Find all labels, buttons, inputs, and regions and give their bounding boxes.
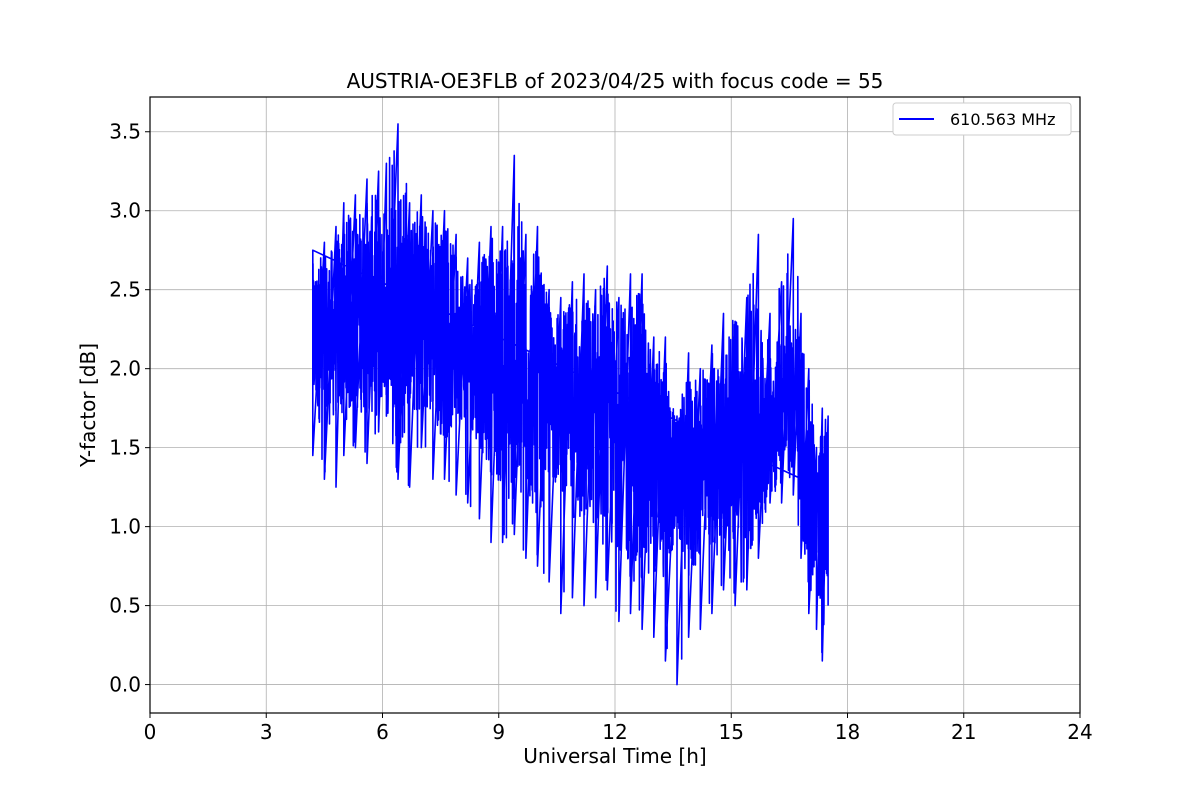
- y-axis-label: Y-factor [dB]: [76, 343, 100, 468]
- data-series: [311, 123, 829, 686]
- x-tick-label: 12: [602, 720, 627, 744]
- x-tick-label: 0: [144, 720, 157, 744]
- axis-ticks: 0 3 6 9 12 15 18 21 24 0.0 0.5 1.0 1.5 2.0 2.5 3.0 3.5: [109, 120, 1093, 744]
- series-line: [311, 123, 829, 686]
- y-tick-label: 0.0: [109, 673, 141, 697]
- y-tick-label: 3.5: [109, 120, 141, 144]
- y-tick-label: 3.0: [109, 199, 141, 223]
- legend-box: [892, 102, 1072, 136]
- legend-label: 610.563 MHz: [950, 110, 1055, 129]
- chart-title: AUSTRIA-OE3FLB of 2023/04/25 with focus …: [347, 69, 884, 93]
- y-tick-label: 1.5: [109, 436, 141, 460]
- x-tick-label: 15: [719, 720, 744, 744]
- y-tick-label: 2.0: [109, 357, 141, 381]
- x-tick-label: 18: [835, 720, 860, 744]
- y-tick-label: 2.5: [109, 278, 141, 302]
- y-tick-label: 1.0: [109, 515, 141, 539]
- x-tick-label: 6: [376, 720, 389, 744]
- x-tick-label: 3: [260, 720, 273, 744]
- y-tick-label: 0.5: [109, 594, 141, 618]
- x-axis-label: Universal Time [h]: [523, 744, 706, 768]
- x-tick-label: 24: [1067, 720, 1092, 744]
- legend: 610.563 MHz: [892, 102, 1072, 136]
- x-tick-label: 9: [492, 720, 505, 744]
- x-tick-label: 21: [951, 720, 976, 744]
